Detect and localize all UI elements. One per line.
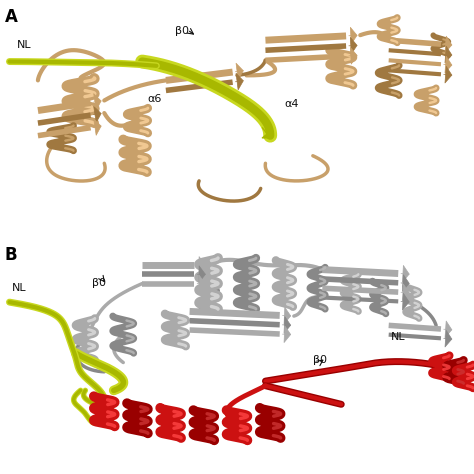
Text: B: B bbox=[5, 246, 18, 264]
Text: β0: β0 bbox=[175, 27, 190, 36]
Text: α4: α4 bbox=[284, 99, 299, 109]
Text: NL: NL bbox=[17, 40, 31, 50]
Text: β0: β0 bbox=[313, 355, 327, 365]
Text: β0: β0 bbox=[92, 278, 107, 288]
Text: α6: α6 bbox=[147, 94, 161, 104]
Text: NL: NL bbox=[391, 332, 406, 342]
Text: NL: NL bbox=[12, 283, 27, 292]
Text: A: A bbox=[5, 8, 18, 26]
